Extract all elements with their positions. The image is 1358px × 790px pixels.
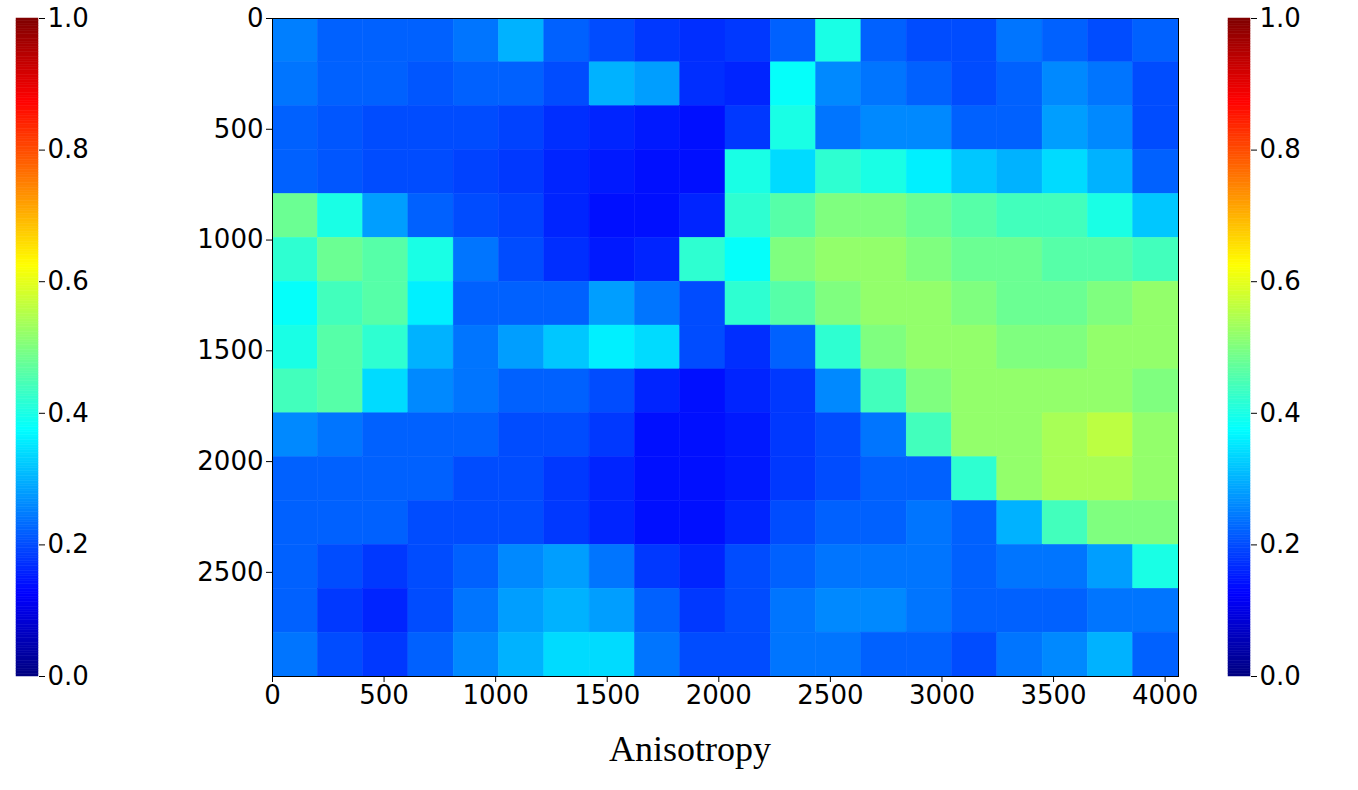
svg-text:3500: 3500 [1020,680,1086,710]
svg-text:1.0: 1.0 [1260,3,1301,33]
svg-text:0.8: 0.8 [1260,134,1301,164]
svg-text:2500: 2500 [797,680,863,710]
svg-text:2000: 2000 [686,680,752,710]
svg-text:1500: 1500 [197,335,263,365]
svg-text:500: 500 [359,680,409,710]
svg-text:0.4: 0.4 [48,398,89,428]
svg-text:0: 0 [247,3,264,33]
svg-text:4000: 4000 [1132,680,1198,710]
svg-text:0.6: 0.6 [48,266,89,296]
svg-text:0.6: 0.6 [1260,266,1301,296]
svg-text:1.0: 1.0 [48,3,89,33]
svg-text:0.4: 0.4 [1260,398,1301,428]
svg-text:500: 500 [214,114,264,144]
svg-text:2000: 2000 [197,446,263,476]
svg-text:2500: 2500 [197,557,263,587]
svg-text:0.2: 0.2 [1260,529,1301,559]
svg-text:3000: 3000 [909,680,975,710]
svg-text:1000: 1000 [463,680,529,710]
svg-text:1500: 1500 [574,680,640,710]
svg-text:0.0: 0.0 [48,661,89,691]
svg-text:0.8: 0.8 [48,134,89,164]
svg-text:0: 0 [264,680,281,710]
svg-text:1000: 1000 [197,224,263,254]
html-text:Anisotropy: Anisotropy [609,729,771,769]
svg-text:0.2: 0.2 [48,529,89,559]
svg-text:0.0: 0.0 [1260,661,1301,691]
